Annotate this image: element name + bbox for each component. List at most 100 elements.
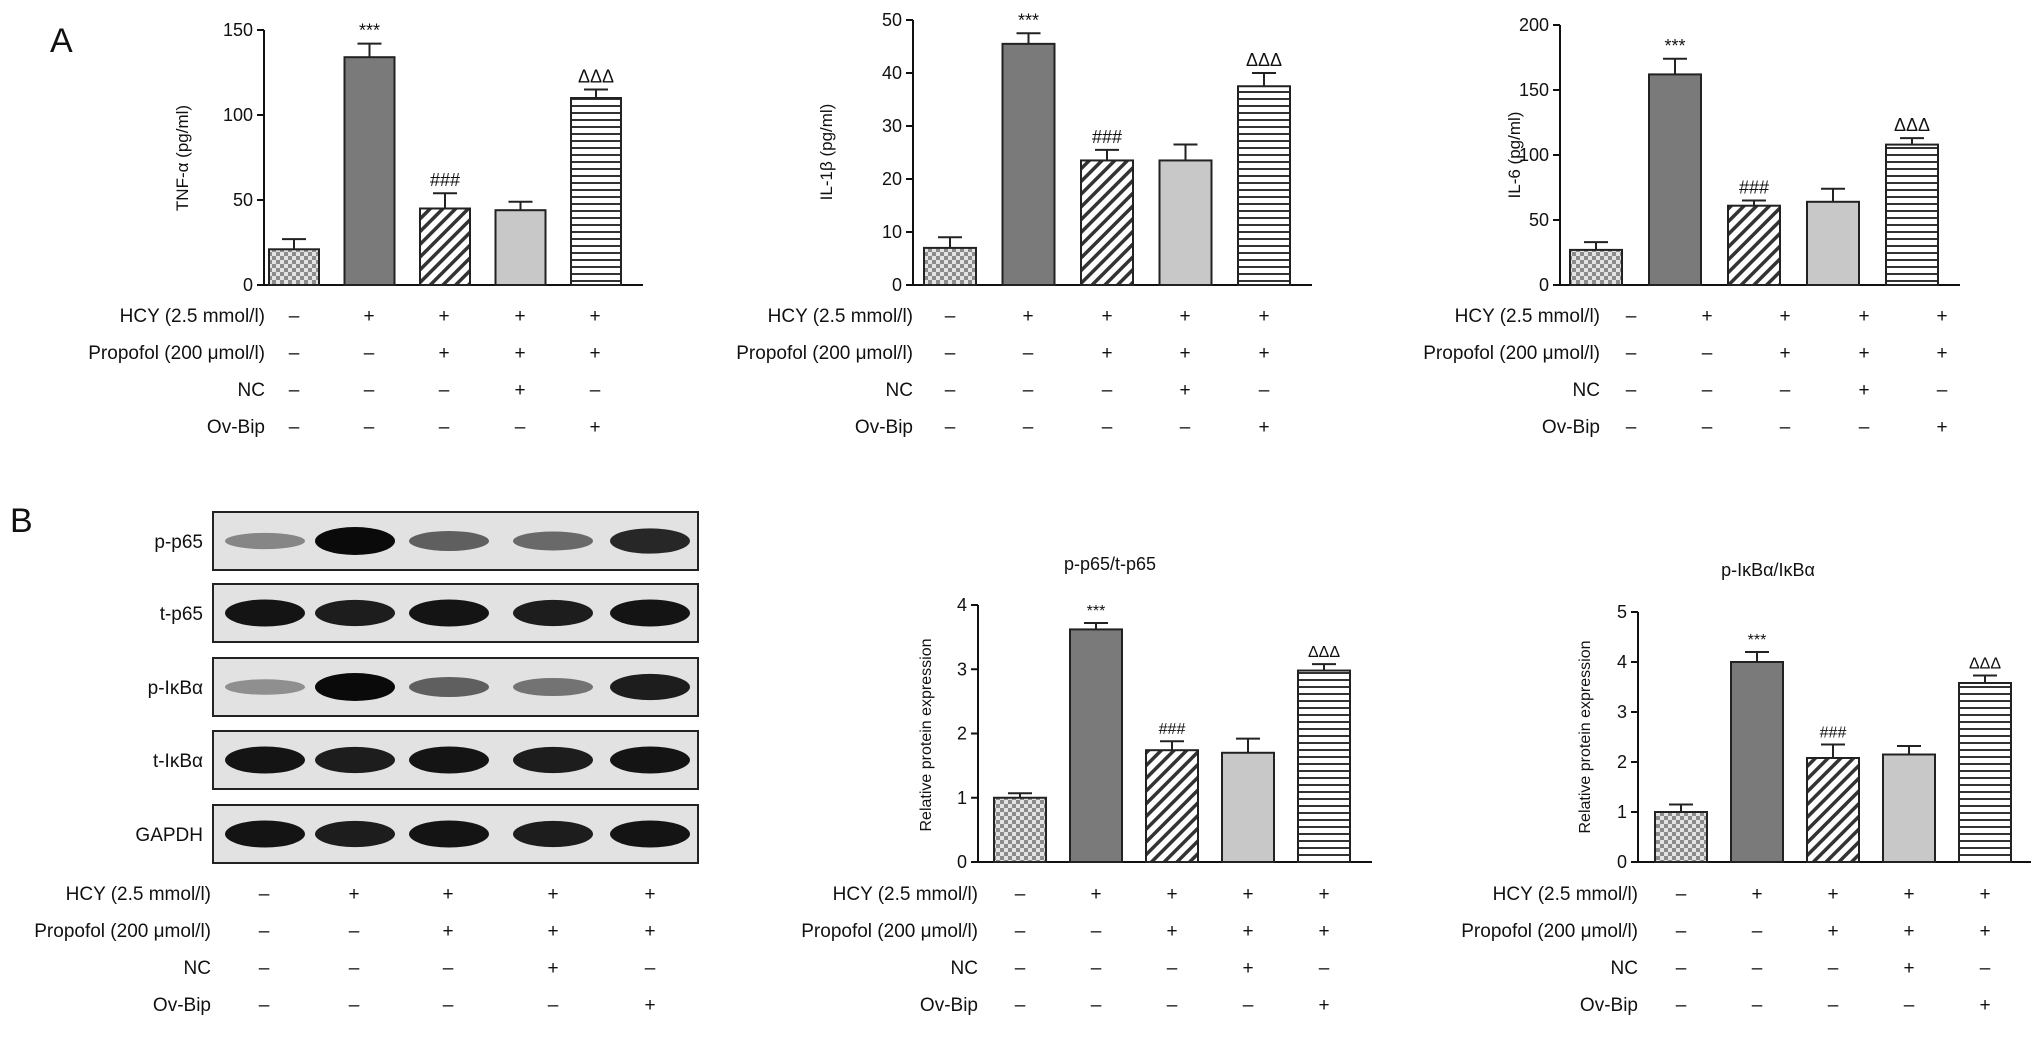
condition-sign: + [589, 417, 600, 438]
condition-sign: + [547, 921, 558, 942]
y-tick-label: 4 [1617, 652, 1627, 672]
condition-sign: – [645, 958, 656, 979]
condition-sign: – [364, 417, 375, 438]
blot-row-5: GAPDH [135, 804, 699, 864]
condition-sign: – [1180, 417, 1191, 438]
condition-sign: – [945, 380, 956, 401]
condition-sign: + [442, 921, 453, 942]
blot-band [409, 820, 489, 848]
condition-sign: + [589, 306, 600, 327]
blot-row-4: t-IκBα [153, 730, 699, 790]
condition-label: Ov-Bip [1580, 995, 1638, 1016]
condition-sign: – [1015, 884, 1026, 905]
condition-label: NC [238, 380, 265, 401]
blot-band [225, 746, 305, 774]
blot-label: GAPDH [135, 825, 203, 846]
condition-sign: – [1626, 343, 1637, 364]
chart-title: p-IκBα/IκBα [1721, 560, 1815, 580]
bar [494, 209, 547, 286]
bar [993, 796, 1047, 863]
significance-label: ΔΔΔ [1969, 656, 2001, 673]
condition-sign: + [1903, 958, 1914, 979]
condition-sign: + [1751, 884, 1762, 905]
condition-sign: + [1779, 343, 1790, 364]
condition-sign: + [1022, 306, 1033, 327]
condition-sign: + [1903, 884, 1914, 905]
blot-band [315, 599, 395, 627]
blot-band [225, 532, 305, 550]
condition-sign: + [1827, 884, 1838, 905]
condition-sign: – [259, 995, 270, 1016]
condition-label: Ov-Bip [207, 417, 265, 438]
bar [1221, 751, 1275, 864]
condition-sign: – [1023, 343, 1034, 364]
significance-label: ### [1092, 127, 1122, 147]
condition-label: NC [1611, 958, 1638, 979]
significance-label: ΔΔΔ [1308, 644, 1340, 661]
significance-label: ΔΔΔ [578, 67, 614, 87]
condition-sign: + [644, 921, 655, 942]
condition-sign: – [259, 921, 270, 942]
panel-label-b: B [10, 502, 33, 540]
blot-band [513, 677, 593, 697]
condition-sign: – [1023, 380, 1034, 401]
condition-sign: – [1828, 995, 1839, 1016]
y-tick-label: 5 [1617, 602, 1627, 622]
condition-sign: + [514, 306, 525, 327]
condition-label: NC [1573, 380, 1600, 401]
blot-band [513, 531, 593, 551]
significance-label: *** [1087, 603, 1106, 620]
y-tick-label: 1 [957, 788, 967, 808]
condition-sign: + [1258, 306, 1269, 327]
y-tick-label: 1 [1617, 802, 1627, 822]
blot-band [610, 528, 690, 554]
bar [1958, 682, 2012, 863]
blot-band [409, 746, 489, 774]
blot-band [513, 746, 593, 774]
condition-sign: – [1259, 380, 1270, 401]
y-tick-label: 2 [957, 724, 967, 744]
y-tick-label: 150 [223, 20, 253, 40]
condition-sign: – [945, 343, 956, 364]
condition-label: Propofol (200 μmol/l) [34, 921, 211, 942]
condition-sign: – [439, 380, 450, 401]
condition-sign: – [1626, 306, 1637, 327]
condition-sign: – [439, 417, 450, 438]
bar [1727, 204, 1781, 286]
condition-sign: + [1101, 306, 1112, 327]
blot-label: p-IκBα [148, 678, 203, 699]
blot-row-3: p-IκBα [148, 657, 699, 717]
condition-sign: + [1101, 343, 1112, 364]
condition-sign: – [945, 306, 956, 327]
y-tick-label: 50 [882, 10, 902, 30]
panel-label-a: A [50, 22, 73, 60]
condition-sign: – [1904, 995, 1915, 1016]
blot-band [225, 599, 305, 627]
condition-label: Propofol (200 μmol/l) [1423, 343, 1600, 364]
condition-sign: + [1318, 884, 1329, 905]
condition-table-1: HCY (2.5 mmol/l) – + + + + Propofol (200 μmol/… [88, 306, 600, 438]
blot-band [315, 820, 395, 848]
condition-sign: + [1166, 921, 1177, 942]
blot-row-1: p-p65 [154, 511, 699, 571]
y-tick-label: 2 [1617, 752, 1627, 772]
condition-sign: + [1318, 921, 1329, 942]
condition-sign: + [1090, 884, 1101, 905]
y-tick-label: 3 [957, 659, 967, 679]
condition-sign: + [547, 884, 558, 905]
blot-band [409, 531, 489, 551]
condition-sign: + [1936, 417, 1947, 438]
condition-sign: – [1752, 958, 1763, 979]
condition-sign: + [1827, 921, 1838, 942]
condition-sign: – [1626, 380, 1637, 401]
condition-sign: – [515, 417, 526, 438]
significance-label: *** [1748, 632, 1767, 649]
blot-row-2: t-p65 [160, 583, 699, 643]
condition-sign: – [1091, 995, 1102, 1016]
bar [1297, 669, 1351, 863]
bar [1806, 200, 1860, 286]
condition-sign: – [259, 884, 270, 905]
blot-band [315, 527, 395, 555]
blot-band [513, 820, 593, 848]
